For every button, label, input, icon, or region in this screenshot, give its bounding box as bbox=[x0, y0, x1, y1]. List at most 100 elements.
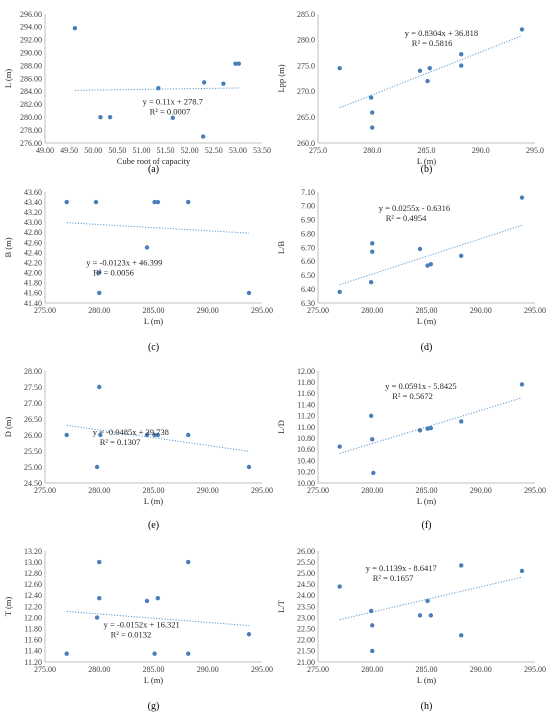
x-tick-label: 53.50 bbox=[253, 146, 271, 155]
y-tick-label: 11.40 bbox=[24, 647, 42, 656]
x-tick-label: 51.00 bbox=[132, 146, 150, 155]
data-point bbox=[459, 563, 464, 568]
y-tick-label: 11.60 bbox=[24, 636, 42, 645]
x-axis-label: L (m) bbox=[417, 675, 436, 685]
data-point bbox=[459, 63, 464, 68]
y-tick-label: 24.50 bbox=[297, 580, 315, 589]
data-point bbox=[370, 110, 375, 115]
r-squared-label: R² = 0.0132 bbox=[111, 630, 152, 640]
data-point bbox=[170, 115, 175, 121]
y-tick-label: 24.50 bbox=[24, 479, 42, 488]
x-axis-label: L (m) bbox=[144, 675, 163, 685]
data-point bbox=[156, 85, 161, 91]
data-point bbox=[459, 52, 464, 57]
data-point bbox=[97, 595, 102, 601]
x-tick-label: 290.00 bbox=[470, 486, 492, 495]
data-point bbox=[425, 426, 430, 431]
data-point bbox=[459, 419, 464, 424]
data-point bbox=[98, 115, 103, 120]
y-tick-label: 21.50 bbox=[297, 647, 315, 656]
y-tick-label: 41.40 bbox=[24, 299, 42, 308]
panel-label: (f) bbox=[422, 520, 432, 531]
data-point bbox=[519, 195, 525, 200]
x-tick-label: 285.00 bbox=[416, 665, 438, 674]
data-point bbox=[519, 568, 525, 574]
x-tick-label: 285.00 bbox=[416, 306, 438, 315]
panel-label: (h) bbox=[421, 701, 433, 712]
y-tick-label: 288.00 bbox=[20, 61, 42, 70]
y-tick-label: 285.0 bbox=[297, 10, 315, 19]
y-tick-label: 6.70 bbox=[301, 243, 315, 252]
panel-label: (e) bbox=[148, 520, 159, 531]
data-point bbox=[417, 68, 423, 73]
data-point bbox=[201, 80, 207, 85]
data-point bbox=[370, 623, 375, 628]
x-tick-label: 50.50 bbox=[108, 146, 126, 155]
y-tick-label: 27.00 bbox=[24, 399, 42, 408]
y-tick-label: 43.20 bbox=[24, 208, 42, 217]
y-tick-label: 25.00 bbox=[24, 463, 42, 472]
x-tick-label: 295.00 bbox=[524, 306, 546, 315]
x-tick-label: 290.0 bbox=[472, 146, 490, 155]
x-tick-label: 275.00 bbox=[307, 486, 329, 495]
y-tick-label: 290.00 bbox=[20, 49, 42, 58]
data-point bbox=[94, 615, 100, 620]
y-axis-label: T (m) bbox=[3, 597, 13, 617]
x-tick-label: 275.00 bbox=[307, 665, 329, 674]
y-tick-label: 7.00 bbox=[301, 202, 315, 211]
r-squared-label: R² = 0.1657 bbox=[373, 573, 414, 583]
r-squared-label: R² = 0.5672 bbox=[392, 391, 433, 401]
data-point bbox=[519, 27, 525, 32]
data-point bbox=[97, 559, 102, 565]
y-tick-label: 12.60 bbox=[24, 580, 42, 589]
r-squared-label: R² = 0.0056 bbox=[93, 267, 134, 277]
y-tick-label: 11.40 bbox=[297, 400, 315, 409]
trendline bbox=[66, 222, 250, 234]
y-axis-label: L/T bbox=[276, 599, 286, 613]
data-point bbox=[428, 425, 434, 431]
data-point bbox=[428, 613, 434, 618]
y-tick-label: 42.20 bbox=[24, 258, 42, 267]
data-point bbox=[155, 432, 161, 438]
y-tick-label: 286.00 bbox=[20, 74, 42, 83]
y-tick-label: 6.60 bbox=[301, 257, 315, 266]
y-tick-label: 21.00 bbox=[297, 658, 315, 667]
data-point bbox=[144, 245, 150, 250]
y-tick-label: 11.80 bbox=[297, 378, 315, 387]
y-tick-label: 294.00 bbox=[20, 23, 42, 32]
data-point bbox=[417, 428, 423, 433]
data-point bbox=[246, 464, 252, 470]
x-tick-label: 295.00 bbox=[251, 306, 273, 315]
x-tick-label: 285.00 bbox=[143, 665, 165, 674]
y-tick-label: 42.00 bbox=[24, 269, 42, 278]
data-point bbox=[200, 134, 206, 139]
y-tick-label: 22.50 bbox=[297, 625, 315, 634]
y-tick-label: 260.0 bbox=[297, 139, 315, 148]
y-tick-label: 12.80 bbox=[24, 569, 42, 578]
y-tick-label: 41.60 bbox=[24, 289, 42, 298]
x-tick-label: 280.00 bbox=[88, 306, 110, 315]
x-tick-label: 280.00 bbox=[361, 665, 383, 674]
data-point bbox=[417, 613, 423, 618]
x-tick-label: 50.00 bbox=[84, 146, 102, 155]
panel-label: (b) bbox=[421, 164, 433, 175]
y-tick-label: 10.40 bbox=[297, 456, 315, 465]
x-tick-label: 275.00 bbox=[307, 306, 329, 315]
chart-1: 276.00 278.00 280.00 282.00 284.00 286.00 288.… bbox=[3, 10, 271, 175]
x-tick-label: 295.00 bbox=[524, 665, 546, 674]
trendline-equation: y = 0.0591x - 5.8425 bbox=[385, 381, 456, 391]
y-tick-label: 284.00 bbox=[20, 87, 42, 96]
trendline bbox=[339, 224, 523, 286]
trendline bbox=[339, 35, 523, 109]
data-point bbox=[425, 598, 430, 604]
x-axis-label: L (m) bbox=[144, 496, 163, 506]
panel-label: (c) bbox=[148, 342, 159, 353]
x-tick-label: 285.00 bbox=[143, 486, 165, 495]
data-point bbox=[221, 81, 226, 86]
data-point bbox=[368, 95, 374, 100]
x-tick-label: 290.00 bbox=[197, 665, 219, 674]
trendline-equation: y = 0.0255x - 0.6316 bbox=[379, 203, 450, 213]
data-point bbox=[519, 382, 525, 387]
